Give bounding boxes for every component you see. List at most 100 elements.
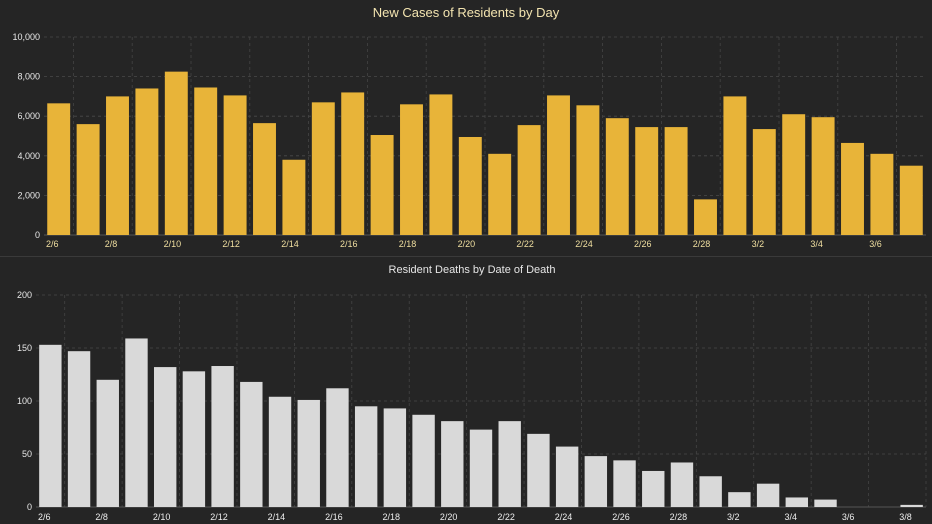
cases-bars bbox=[47, 71, 923, 236]
deaths-x-tick-label: 3/6 bbox=[842, 512, 855, 522]
cases-chart: New Cases of Residents by Day 0 2,000 4,00… bbox=[12, 5, 926, 249]
cases-bar bbox=[106, 96, 129, 236]
cases-x-tick-label: 3/2 bbox=[752, 239, 765, 249]
deaths-bar bbox=[728, 492, 751, 507]
deaths-bar bbox=[785, 497, 809, 507]
deaths-bar bbox=[670, 462, 694, 507]
cases-bar bbox=[341, 92, 365, 235]
deaths-x-tick-label: 2/8 bbox=[95, 512, 108, 522]
cases-bar bbox=[694, 199, 717, 235]
deaths-x-tick-label: 2/28 bbox=[670, 512, 688, 522]
cases-bar bbox=[841, 142, 864, 235]
cases-x-tick-label: 2/24 bbox=[575, 239, 593, 249]
deaths-x-tick-label: 2/16 bbox=[325, 512, 343, 522]
deaths-x-axis: 2/6 2/8 2/10 2/12 2/14 2/16 2/18 2/20 2/22 2/24 2/… bbox=[38, 512, 912, 522]
cases-bar bbox=[282, 159, 306, 235]
deaths-y-axis: 0 50 100 150 200 bbox=[17, 290, 32, 512]
cases-bar bbox=[223, 95, 247, 235]
deaths-x-tick-label: 2/14 bbox=[268, 512, 286, 522]
cases-x-tick-label: 2/28 bbox=[693, 239, 711, 249]
deaths-bar bbox=[96, 379, 119, 507]
cases-y-tick-label: 2,000 bbox=[17, 190, 40, 200]
cases-bar bbox=[311, 102, 335, 235]
cases-x-tick-label: 2/22 bbox=[516, 239, 534, 249]
cases-bar bbox=[135, 88, 159, 235]
deaths-x-tick-label: 2/24 bbox=[555, 512, 573, 522]
cases-bar bbox=[899, 165, 923, 235]
deaths-bar bbox=[39, 344, 62, 507]
cases-bar bbox=[517, 125, 541, 235]
cases-bar bbox=[76, 124, 100, 235]
cases-x-tick-label: 3/4 bbox=[810, 239, 823, 249]
deaths-x-tick-label: 3/8 bbox=[899, 512, 912, 522]
cases-y-tick-label: 4,000 bbox=[17, 151, 40, 161]
cases-x-tick-label: 2/16 bbox=[340, 239, 358, 249]
deaths-x-tick-label: 2/12 bbox=[210, 512, 228, 522]
deaths-bar bbox=[900, 504, 923, 507]
deaths-bar bbox=[527, 433, 550, 507]
cases-bar bbox=[635, 127, 659, 235]
deaths-bar bbox=[326, 388, 349, 507]
deaths-chart: Resident Deaths by Date of Death 0 50 100 1… bbox=[17, 264, 927, 522]
cases-bar bbox=[547, 95, 570, 235]
deaths-x-tick-label: 2/6 bbox=[38, 512, 51, 522]
cases-x-tick-label: 2/26 bbox=[634, 239, 652, 249]
deaths-bars bbox=[39, 338, 923, 507]
cases-bar bbox=[811, 117, 835, 235]
cases-bar bbox=[164, 71, 188, 236]
cases-x-axis: 2/6 2/8 2/10 2/12 2/14 2/16 2/18 2/20 2/22 2/24 2/… bbox=[46, 239, 882, 249]
cases-y-tick-label: 10,000 bbox=[12, 32, 40, 42]
deaths-x-tick-label: 2/18 bbox=[383, 512, 401, 522]
cases-x-tick-label: 3/6 bbox=[869, 239, 882, 249]
deaths-chart-title: Resident Deaths by Date of Death bbox=[389, 264, 556, 276]
cases-x-tick-label: 2/20 bbox=[458, 239, 476, 249]
cases-y-tick-label: 6,000 bbox=[17, 111, 40, 121]
cases-bar bbox=[605, 118, 629, 235]
deaths-bar bbox=[642, 470, 665, 507]
deaths-bar bbox=[555, 446, 579, 507]
deaths-y-tick-label: 100 bbox=[17, 396, 32, 406]
cases-x-tick-label: 2/6 bbox=[46, 239, 59, 249]
cases-bar bbox=[664, 127, 688, 235]
deaths-bar bbox=[182, 371, 206, 507]
cases-chart-title: New Cases of Residents by Day bbox=[373, 5, 560, 20]
cases-bar bbox=[870, 153, 894, 235]
deaths-bar bbox=[211, 366, 234, 507]
cases-x-tick-label: 2/18 bbox=[399, 239, 417, 249]
deaths-x-tick-label: 2/20 bbox=[440, 512, 458, 522]
deaths-bar bbox=[498, 421, 521, 507]
deaths-y-tick-label: 150 bbox=[17, 343, 32, 353]
deaths-bar bbox=[469, 429, 493, 507]
deaths-bar bbox=[268, 396, 292, 507]
deaths-x-tick-label: 2/10 bbox=[153, 512, 171, 522]
cases-y-tick-label: 0 bbox=[35, 230, 40, 240]
deaths-x-tick-label: 3/4 bbox=[784, 512, 797, 522]
cases-x-tick-label: 2/10 bbox=[164, 239, 182, 249]
deaths-bar bbox=[613, 460, 636, 507]
deaths-bar bbox=[383, 408, 407, 507]
deaths-bar bbox=[814, 499, 837, 507]
deaths-y-tick-label: 50 bbox=[22, 449, 32, 459]
cases-bar bbox=[488, 153, 512, 235]
cases-gridlines bbox=[44, 36, 926, 236]
deaths-bar bbox=[699, 476, 722, 507]
deaths-x-tick-label: 3/2 bbox=[727, 512, 740, 522]
cases-bar bbox=[752, 129, 776, 235]
cases-x-tick-label: 2/12 bbox=[222, 239, 240, 249]
deaths-bar bbox=[354, 406, 378, 507]
deaths-bar bbox=[756, 483, 780, 507]
cases-chart-panel: New Cases of Residents by Day 0 2,000 4,00… bbox=[0, 0, 932, 256]
cases-bar bbox=[458, 136, 482, 235]
deaths-y-tick-label: 0 bbox=[27, 502, 32, 512]
deaths-bar bbox=[240, 381, 263, 507]
cases-y-axis: 0 2,000 4,000 6,000 8,000 10,000 bbox=[12, 32, 40, 240]
cases-bar bbox=[576, 105, 600, 235]
deaths-chart-panel: Resident Deaths by Date of Death 0 50 100 1… bbox=[0, 257, 932, 524]
cases-bar bbox=[47, 103, 71, 235]
deaths-bar bbox=[297, 399, 320, 507]
deaths-bar bbox=[441, 421, 464, 507]
deaths-x-tick-label: 2/22 bbox=[497, 512, 515, 522]
deaths-bar bbox=[67, 351, 91, 507]
cases-bar bbox=[370, 135, 394, 235]
cases-x-tick-label: 2/8 bbox=[105, 239, 118, 249]
